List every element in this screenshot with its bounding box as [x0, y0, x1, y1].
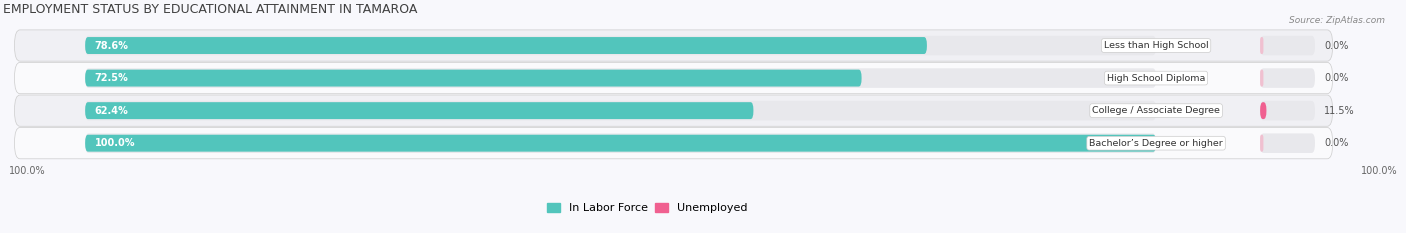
FancyBboxPatch shape	[86, 36, 1156, 55]
Text: 0.0%: 0.0%	[1324, 41, 1348, 51]
Text: 100.0%: 100.0%	[1361, 166, 1398, 176]
FancyBboxPatch shape	[1260, 37, 1264, 54]
Text: Source: ZipAtlas.com: Source: ZipAtlas.com	[1289, 16, 1385, 25]
Text: 11.5%: 11.5%	[1324, 106, 1355, 116]
Text: 0.0%: 0.0%	[1324, 138, 1348, 148]
Text: High School Diploma: High School Diploma	[1107, 74, 1205, 82]
FancyBboxPatch shape	[1260, 101, 1315, 120]
Text: Bachelor’s Degree or higher: Bachelor’s Degree or higher	[1090, 139, 1223, 148]
Text: Less than High School: Less than High School	[1104, 41, 1208, 50]
FancyBboxPatch shape	[1260, 102, 1267, 119]
FancyBboxPatch shape	[86, 70, 862, 86]
FancyBboxPatch shape	[86, 37, 927, 54]
Text: 100.0%: 100.0%	[94, 138, 135, 148]
Text: 0.0%: 0.0%	[1324, 73, 1348, 83]
Text: EMPLOYMENT STATUS BY EDUCATIONAL ATTAINMENT IN TAMAROA: EMPLOYMENT STATUS BY EDUCATIONAL ATTAINM…	[3, 3, 418, 16]
Text: 62.4%: 62.4%	[94, 106, 128, 116]
FancyBboxPatch shape	[1260, 68, 1315, 88]
FancyBboxPatch shape	[86, 101, 1156, 120]
FancyBboxPatch shape	[1260, 70, 1264, 86]
Text: 78.6%: 78.6%	[94, 41, 128, 51]
Text: College / Associate Degree: College / Associate Degree	[1092, 106, 1220, 115]
FancyBboxPatch shape	[86, 102, 754, 119]
FancyBboxPatch shape	[14, 127, 1333, 159]
Text: 100.0%: 100.0%	[8, 166, 45, 176]
FancyBboxPatch shape	[86, 68, 1156, 88]
FancyBboxPatch shape	[86, 134, 1156, 153]
FancyBboxPatch shape	[1260, 135, 1264, 152]
FancyBboxPatch shape	[86, 135, 1156, 152]
FancyBboxPatch shape	[1260, 134, 1315, 153]
FancyBboxPatch shape	[14, 30, 1333, 61]
FancyBboxPatch shape	[14, 62, 1333, 94]
Text: 72.5%: 72.5%	[94, 73, 128, 83]
Legend: In Labor Force, Unemployed: In Labor Force, Unemployed	[543, 198, 752, 218]
FancyBboxPatch shape	[1260, 36, 1315, 55]
FancyBboxPatch shape	[14, 95, 1333, 126]
